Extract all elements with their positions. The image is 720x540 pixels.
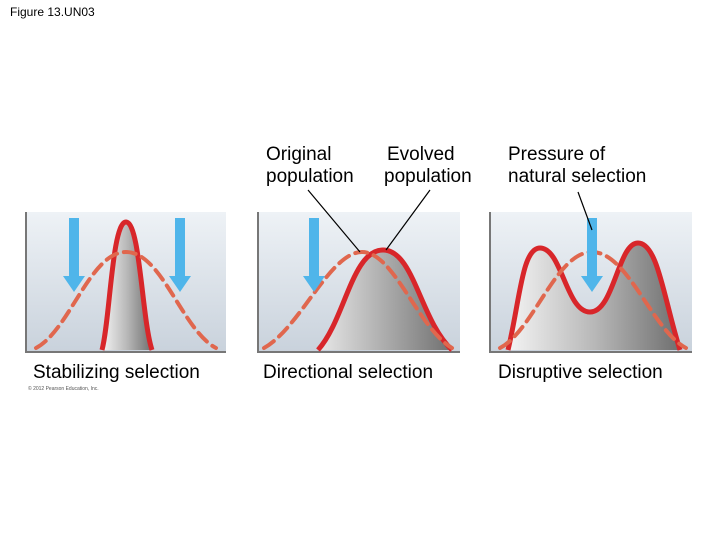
copyright-notice: © 2012 Pearson Education, Inc. bbox=[28, 386, 99, 392]
legend-original-line2: population bbox=[266, 166, 354, 187]
panel-axes bbox=[25, 212, 226, 353]
evolved-curve bbox=[316, 247, 454, 352]
evolved-curve bbox=[505, 240, 683, 351]
evolved-curve bbox=[99, 219, 155, 351]
leader-line-evolved bbox=[385, 189, 431, 251]
pressure-arrow-left bbox=[63, 218, 85, 292]
panel-axes bbox=[489, 212, 692, 353]
panel-axes bbox=[257, 212, 460, 353]
original-curve bbox=[34, 249, 218, 350]
evolved-fill bbox=[508, 243, 680, 350]
panel-stabilizing bbox=[25, 212, 226, 353]
leader-line-original bbox=[307, 189, 361, 253]
legend-original: Original population bbox=[266, 144, 354, 188]
legend-original-line1: Original bbox=[266, 144, 332, 165]
pressure-arrow bbox=[303, 218, 325, 292]
legend-pressure-line2: natural selection bbox=[508, 166, 647, 187]
legend-evolved-line1: Evolved bbox=[387, 144, 455, 165]
legend-pressure-line1: Pressure of bbox=[508, 144, 606, 165]
pressure-arrow bbox=[581, 218, 603, 292]
panel-disruptive bbox=[489, 212, 692, 353]
caption-stabilizing: Stabilizing selection bbox=[33, 362, 200, 383]
figure-label: Figure 13.UN03 bbox=[10, 5, 95, 19]
legend-evolved: Evolved population bbox=[384, 144, 472, 188]
panel-directional bbox=[257, 212, 460, 353]
original-curve bbox=[262, 249, 454, 350]
leader-line-pressure bbox=[577, 191, 593, 231]
legend-pressure: Pressure of natural selection bbox=[508, 144, 646, 188]
caption-disruptive: Disruptive selection bbox=[498, 362, 663, 383]
pressure-arrow-right bbox=[169, 218, 191, 292]
caption-directional: Directional selection bbox=[263, 362, 434, 383]
legend-evolved-line2: population bbox=[384, 166, 472, 187]
evolved-fill bbox=[318, 250, 452, 350]
